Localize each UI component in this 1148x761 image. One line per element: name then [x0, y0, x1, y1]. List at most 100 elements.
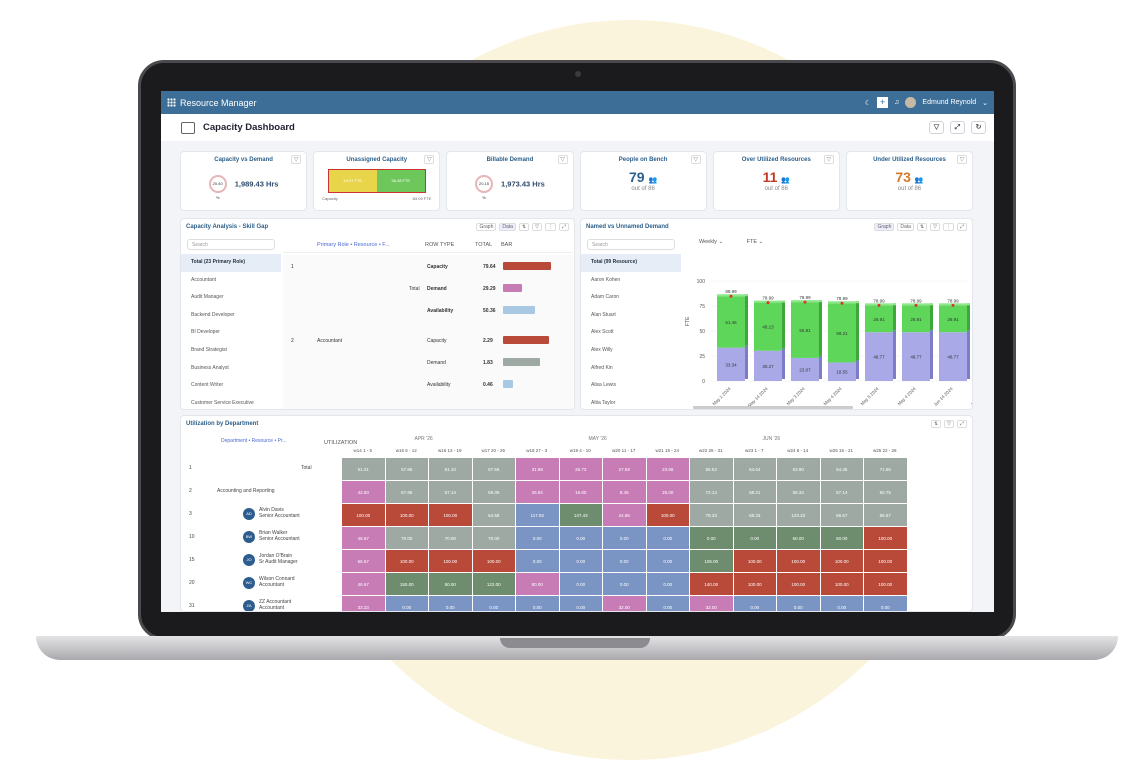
list-item[interactable]: Aaron Kohen — [591, 276, 621, 283]
table-cell[interactable]: 122.00 — [471, 572, 516, 596]
table-cell[interactable]: 46.67 — [341, 526, 386, 550]
table-cell[interactable]: 0.00 — [689, 526, 734, 550]
table-cell[interactable]: 0.00 — [776, 595, 821, 611]
table-cell[interactable]: 60.75 — [863, 480, 908, 504]
table-cell[interactable]: 0.00 — [558, 572, 603, 596]
table-cell[interactable]: 0.00 — [515, 595, 560, 611]
list-item[interactable]: Total (23 Primary Role) — [181, 254, 281, 272]
table-cell[interactable]: 100.00 — [863, 549, 908, 573]
group-selector[interactable]: Primary Role • Resource • F... — [317, 242, 390, 248]
table-cell[interactable]: 60.00 — [819, 526, 864, 550]
expand-icon[interactable]: ⤢ — [950, 121, 965, 134]
table-cell[interactable]: 0.00 — [645, 549, 690, 573]
filter-icon[interactable]: ▽ — [929, 121, 944, 134]
filter-icon[interactable]: ▽ — [424, 155, 435, 164]
table-cell[interactable]: 70.00 — [471, 526, 516, 550]
table-cell[interactable]: 32.00 — [689, 595, 734, 611]
table-cell[interactable]: 32.00 — [602, 595, 647, 611]
table-cell[interactable]: 51.21 — [341, 457, 386, 481]
table-cell[interactable]: 150.00 — [384, 572, 429, 596]
more-icon[interactable]: ⋮ — [942, 223, 954, 231]
bell-icon[interactable]: ♫ — [894, 99, 900, 106]
more-icon[interactable]: ⋮ — [544, 223, 556, 231]
table-cell[interactable]: 100.00 — [863, 526, 908, 550]
table-cell[interactable]: 68.33 — [732, 503, 777, 527]
kpi-people-on-bench[interactable]: People on Bench ▽ 79 👥 out of 86 — [579, 151, 707, 211]
search-input[interactable]: Search — [187, 239, 275, 250]
table-cell[interactable]: 100.00 — [732, 572, 777, 596]
filter-icon[interactable]: ▽ — [690, 155, 701, 164]
list-item[interactable]: Backend Developer — [191, 311, 235, 318]
filter-icon[interactable]: ▽ — [557, 155, 568, 164]
table-cell[interactable]: 0.00 — [515, 526, 560, 550]
table-cell[interactable]: 70.00 — [384, 526, 429, 550]
list-item[interactable]: Content Writer — [191, 382, 224, 389]
tab-graph[interactable]: Graph — [476, 223, 497, 231]
table-cell[interactable]: 78.33 — [689, 503, 734, 527]
table-cell[interactable]: 0.00 — [645, 526, 690, 550]
expand-icon[interactable]: ⤢ — [956, 223, 967, 231]
filter-icon[interactable]: ▽ — [532, 223, 542, 231]
sort-icon[interactable]: ⇅ — [930, 420, 942, 428]
tab-data[interactable]: Data — [897, 223, 914, 231]
filter-icon[interactable]: ▽ — [291, 155, 302, 164]
table-cell[interactable]: 31.88 — [515, 457, 560, 481]
list-item[interactable]: Alfred Kin — [591, 364, 613, 371]
list-item[interactable]: Alan Stuart — [591, 311, 616, 318]
kpi-billable-demand[interactable]: Billable Demand ▽ 20.15 % 1,973.43 Hrs — [446, 151, 574, 211]
expand-icon[interactable]: ⤢ — [956, 420, 967, 428]
table-cell[interactable]: 57.14 — [428, 480, 473, 504]
table-cell[interactable]: 54.36 — [819, 457, 864, 481]
table-cell[interactable]: 0.00 — [732, 526, 777, 550]
table-cell[interactable]: 0.00 — [558, 526, 603, 550]
table-cell[interactable]: 72.14 — [689, 480, 734, 504]
tab-graph[interactable]: Graph — [874, 223, 895, 231]
table-row-label[interactable]: 10 BW Brian Walker Senior Accountant — [181, 526, 374, 549]
table-cell[interactable]: 27.59 — [602, 457, 647, 481]
table-cell[interactable]: 100.00 — [428, 549, 473, 573]
refresh-icon[interactable]: ↻ — [971, 121, 986, 134]
filter-icon[interactable]: ▽ — [957, 155, 968, 164]
list-item[interactable]: Adam Caron — [591, 294, 620, 301]
table-cell[interactable]: 0.00 — [819, 595, 864, 611]
table-cell[interactable]: 100.00 — [776, 549, 821, 573]
table-row-label[interactable]: 31 ZA ZZ Accountant Accountant — [181, 595, 349, 611]
list-item[interactable]: Business Analyst — [191, 364, 229, 371]
expand-icon[interactable]: ⤢ — [558, 223, 569, 231]
table-cell[interactable]: 54.64 — [732, 457, 777, 481]
list-item[interactable]: Alex Scott — [591, 329, 614, 336]
table-cell[interactable]: 100.00 — [341, 503, 386, 527]
kpi-over-utilized[interactable]: Over Utilized Resources ▽ 11 👥 out of 86 — [712, 151, 840, 211]
filter-icon[interactable]: ▽ — [930, 223, 940, 231]
table-cell[interactable]: 80.00 — [515, 572, 560, 596]
table-cell[interactable]: 25.00 — [645, 480, 690, 504]
table-cell[interactable]: 0.00 — [558, 595, 603, 611]
table-cell[interactable]: 0.00 — [645, 595, 690, 611]
user-name[interactable]: Edmund Reynold — [922, 99, 977, 106]
table-cell[interactable]: 66.67 — [819, 503, 864, 527]
list-item[interactable]: Alisa Lewis — [591, 382, 617, 389]
table-cell[interactable]: 46.67 — [341, 572, 386, 596]
table-cell[interactable]: 55.53 — [689, 457, 734, 481]
filter-icon[interactable]: ▽ — [944, 420, 954, 428]
table-cell[interactable]: 24.86 — [602, 503, 647, 527]
table-cell[interactable]: 57.14 — [819, 480, 864, 504]
add-icon[interactable]: + — [877, 97, 889, 108]
list-item[interactable]: Alita Taylor — [591, 399, 616, 406]
filter-icon[interactable]: ▽ — [823, 155, 834, 164]
table-cell[interactable]: 71.55 — [863, 457, 908, 481]
search-input[interactable]: Search — [587, 239, 675, 250]
table-cell[interactable]: 117.92 — [515, 503, 560, 527]
list-item[interactable]: Total (99 Resource) — [581, 254, 681, 272]
group-selector[interactable]: Department • Resource • Pr... — [221, 438, 287, 444]
table-row-label[interactable]: 15 JO Jordan O'Brain Sr Audit Manager — [181, 549, 379, 572]
table-cell[interactable]: 15.80 — [558, 480, 603, 504]
kpi-unassigned-capacity[interactable]: Unassigned Capacity ▽ 44.07 FTE 38.48 FTE… — [313, 151, 441, 211]
sort-icon[interactable]: ⇅ — [518, 223, 530, 231]
moon-icon[interactable]: ☾ — [864, 99, 872, 107]
app-grid-icon[interactable] — [167, 98, 176, 107]
list-item[interactable]: Accountant — [191, 276, 217, 283]
table-row-label[interactable]: 1 Total — [181, 457, 372, 480]
unit-select[interactable]: FTE — [746, 239, 757, 245]
list-item[interactable]: Audit Manager — [191, 294, 224, 301]
